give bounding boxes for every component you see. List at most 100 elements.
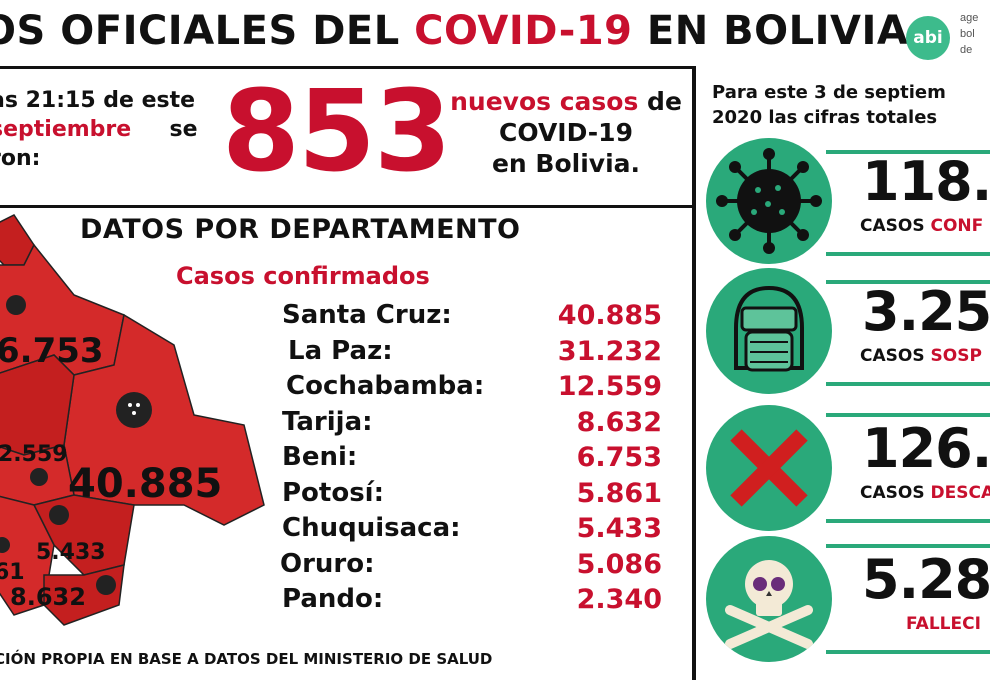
virus-icon: [716, 148, 822, 254]
new-cases-line: COVID-19: [499, 118, 633, 147]
stat-bar: [826, 280, 990, 284]
dept-value: 5.861: [576, 477, 662, 509]
skull-icon: [725, 560, 813, 649]
new-cases-line: en Bolivia.: [491, 149, 641, 178]
list-item: Potosí: 5.861: [282, 478, 662, 514]
totals-heading-line: Para este 3 de septiem: [712, 82, 946, 103]
logo-line: age: [960, 12, 979, 24]
stat-icon-circle: [706, 138, 832, 264]
map-label-cochabamba: 2.559: [0, 442, 68, 467]
title-covid: COVID-19: [414, 8, 633, 54]
mask-icon: [734, 285, 804, 372]
stat-confirmed: 118.7 CASOS CONF: [706, 138, 990, 266]
list-item: Tarija: 8.632: [282, 407, 662, 443]
divider: [692, 66, 696, 680]
map-label-potosi: 61: [0, 560, 25, 585]
stat-label-red: DESCA: [930, 483, 990, 503]
stat-label: CASOS DESCA: [860, 483, 990, 503]
list-item: Beni: 6.753: [282, 442, 662, 478]
dept-name: Potosí:: [282, 477, 384, 508]
stat-deaths: 5.28 FALLECI: [706, 536, 990, 664]
title-part-1: OS OFICIALES DEL: [0, 8, 415, 54]
dept-value: 12.559: [557, 371, 662, 402]
stat-number: 118.7: [862, 150, 990, 213]
page-title: OS OFICIALES DEL COVID-19 EN BOLIVIA: [0, 8, 908, 58]
intro-line: ron:: [0, 146, 41, 171]
stat-number: 3.25: [862, 280, 990, 343]
stat-number: 5.28: [862, 548, 990, 611]
logo-line: bol: [960, 28, 975, 40]
list-item: Chuquisaca: 5.433: [282, 513, 662, 549]
dept-name: Santa Cruz:: [282, 300, 452, 330]
stat-label: CASOS SOSP: [860, 346, 982, 366]
stat-icon-circle: [706, 268, 832, 394]
dept-value: 2.340: [576, 584, 662, 615]
dept-value: 31.232: [557, 335, 662, 367]
new-cases-text: nuevos casos de COVID-19 en Bolivia.: [446, 86, 686, 179]
intro-month: septiembre: [0, 117, 132, 142]
stat-number: 126.4: [862, 417, 990, 480]
list-item: Oruro: 5.086: [280, 548, 662, 585]
stat-icon-circle: [706, 536, 832, 662]
stat-bar: [826, 650, 990, 654]
confirmed-subtitle: Casos confirmados: [176, 262, 430, 290]
dept-value: 8.632: [576, 406, 662, 438]
new-cases-word: de: [647, 87, 682, 116]
stat-bar: [826, 150, 990, 154]
new-cases-red: nuevos casos: [450, 87, 639, 116]
virus-icon: [0, 295, 152, 595]
dept-name: La Paz:: [288, 335, 393, 366]
dept-name: Oruro:: [280, 548, 375, 579]
intro-text: as 21:15 de este septiembre se ron:: [0, 86, 220, 173]
source-footer: CIÓN PROPIA EN BASE A DATOS DEL MINISTER…: [0, 650, 493, 668]
stat-bar: [826, 252, 990, 256]
dept-value: 6.753: [576, 442, 662, 473]
intro-line: septiembre se: [0, 115, 220, 144]
logo-line: de: [960, 44, 973, 56]
list-item: Santa Cruz: 40.885: [282, 300, 662, 336]
stat-bar: [826, 544, 990, 548]
new-cases-line: nuevos casos de: [446, 86, 686, 117]
stat-bar: [826, 413, 990, 417]
stat-label-part: CASOS: [860, 483, 931, 503]
abi-logo-circle: abi: [906, 16, 950, 60]
stat-bar: [826, 519, 990, 523]
dept-value: 5.433: [576, 513, 662, 544]
dept-value: 5.086: [576, 548, 662, 580]
dept-name: Chuquisaca:: [282, 513, 461, 543]
list-item: Pando: 2.340: [282, 584, 662, 620]
bolivia-map: 6.753 2.559 40.885 5.433 61 8.632: [0, 214, 265, 626]
cross-icon: [730, 429, 808, 507]
totals-heading-line: 2020 las cifras totales: [712, 107, 938, 128]
virus-icon: [128, 403, 140, 415]
stat-label-red: FALLECI: [906, 614, 981, 634]
stat-bar: [826, 382, 990, 386]
map-label-tarija: 8.632: [10, 583, 86, 611]
stat-suspected: 3.25 CASOS SOSP: [706, 268, 990, 396]
stat-label-red: CONF: [930, 216, 984, 236]
dept-name: Pando:: [282, 584, 384, 614]
stat-label: FALLECI: [906, 614, 981, 634]
map-label-santa-cruz: 40.885: [68, 461, 222, 507]
totals-heading: Para este 3 de septiem 2020 las cifras t…: [712, 80, 990, 130]
intro-word: se: [169, 117, 198, 142]
new-cases-number: 853: [222, 67, 452, 197]
stat-label-part: CASOS: [860, 346, 931, 366]
divider: [0, 205, 696, 208]
dept-value: 40.885: [557, 300, 662, 331]
dept-name: Tarija:: [282, 406, 373, 437]
map-label-beni: 6.753: [0, 331, 104, 371]
abi-logo: abi age bol de: [906, 12, 990, 60]
departments-title: DATOS POR DEPARTAMENTO: [80, 214, 521, 245]
stat-discarded: 126.4 CASOS DESCA: [706, 405, 990, 533]
list-item: Cochabamba: 12.559: [282, 371, 662, 407]
title-part-3: EN BOLIVIA: [632, 8, 909, 54]
stat-label-red: SOSP: [930, 346, 982, 366]
stat-label-part: CASOS: [860, 216, 931, 236]
map-label-chuquisaca: 5.433: [36, 540, 106, 565]
stat-icon-circle: [706, 405, 832, 531]
list-item: La Paz: 31.232: [282, 336, 662, 372]
dept-name: Cochabamba:: [286, 371, 485, 401]
divider: [0, 66, 696, 69]
intro-line: as 21:15 de este: [0, 88, 196, 113]
